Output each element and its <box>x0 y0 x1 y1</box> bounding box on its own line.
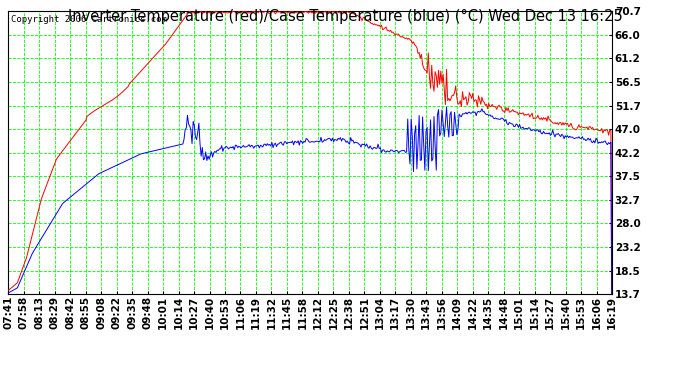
Text: Copyright 2006 Cartronics.com: Copyright 2006 Cartronics.com <box>11 15 167 24</box>
Text: Inverter Temperature (red)/Case Temperature (blue) (°C) Wed Dec 13 16:25: Inverter Temperature (red)/Case Temperat… <box>68 9 622 24</box>
